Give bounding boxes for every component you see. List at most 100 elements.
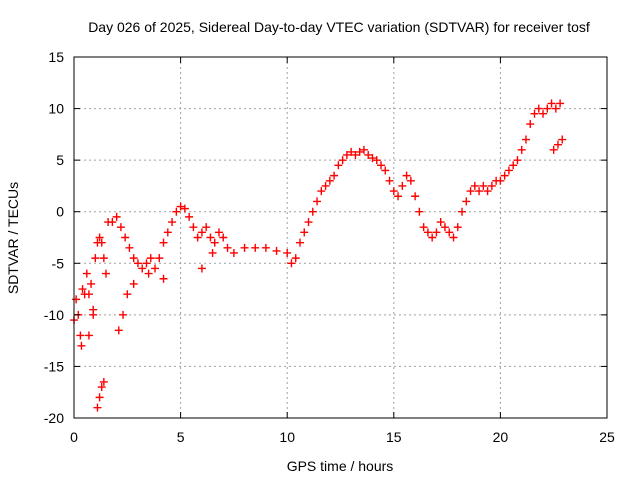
data-point <box>504 166 513 175</box>
data-point <box>449 233 458 242</box>
y-axis-ticks: -20 -15 -10 -5 0 5 10 15 <box>44 49 607 426</box>
data-point <box>229 248 238 257</box>
y-tick-label: -5 <box>52 255 65 271</box>
data-point <box>479 181 488 190</box>
data-point <box>539 109 548 118</box>
y-tick-label: 5 <box>56 152 64 168</box>
data-point <box>99 377 108 386</box>
data-point <box>521 135 530 144</box>
data-point <box>133 259 142 268</box>
data-point <box>129 254 138 263</box>
data-point <box>108 218 117 227</box>
data-point <box>359 145 368 154</box>
data-point <box>558 135 567 144</box>
data-point <box>475 187 484 196</box>
data-point <box>317 187 326 196</box>
data-point <box>364 150 373 159</box>
data-point <box>402 171 411 180</box>
data-point <box>295 238 304 247</box>
data-point <box>428 233 437 242</box>
data-point <box>272 246 281 255</box>
data-point <box>185 212 194 221</box>
data-point <box>151 264 160 273</box>
data-point <box>219 233 228 242</box>
data-point <box>432 228 441 237</box>
data-point <box>197 264 206 273</box>
data-point <box>84 290 93 299</box>
data-point <box>436 218 445 227</box>
data-point <box>458 207 467 216</box>
data-point <box>325 176 334 185</box>
x-tick-label: 10 <box>279 429 295 445</box>
data-point <box>76 331 85 340</box>
data-point <box>189 223 198 232</box>
data-point <box>95 393 104 402</box>
data-point <box>419 223 428 232</box>
data-point <box>125 243 134 252</box>
data-point <box>99 254 108 263</box>
data-point <box>283 248 292 257</box>
data-point <box>114 326 123 335</box>
chart-title: Day 026 of 2025, Sidereal Day-to-day VTE… <box>88 19 590 35</box>
data-point <box>549 145 558 154</box>
data-point <box>385 176 394 185</box>
data-point <box>138 264 147 273</box>
data-point <box>77 341 86 350</box>
data-point <box>72 295 81 304</box>
plot-frame <box>73 56 608 419</box>
x-tick-label: 20 <box>493 429 509 445</box>
data-point <box>342 150 351 159</box>
data-point <box>334 161 343 170</box>
data-point <box>330 171 339 180</box>
data-point <box>159 238 168 247</box>
y-tick-label: -15 <box>44 358 64 374</box>
data-point <box>291 254 300 263</box>
data-point <box>406 176 415 185</box>
data-point <box>304 218 313 227</box>
y-tick-label: 15 <box>48 49 64 65</box>
data-point <box>155 254 164 263</box>
data-point <box>97 238 106 247</box>
data-point <box>381 166 390 175</box>
data-point <box>214 228 223 237</box>
data-point <box>251 243 260 252</box>
data-point <box>172 207 181 216</box>
data-point <box>78 285 87 294</box>
y-tick-label: 0 <box>56 204 64 220</box>
data-point <box>462 197 471 206</box>
data-point <box>91 254 100 263</box>
data-point <box>144 269 153 278</box>
data-point <box>146 254 155 263</box>
data-point <box>487 181 496 190</box>
data-point <box>202 223 211 232</box>
x-tick-label: 5 <box>177 429 185 445</box>
data-point <box>84 331 93 340</box>
data-point <box>206 233 215 242</box>
data-point <box>308 207 317 216</box>
data-point <box>82 269 91 278</box>
data-point <box>466 187 475 196</box>
data-point <box>530 109 539 118</box>
data-point <box>351 150 360 159</box>
data-point <box>347 147 356 156</box>
data-point <box>483 187 492 196</box>
data-point <box>543 104 552 113</box>
data-point <box>93 403 102 412</box>
data-point <box>389 187 398 196</box>
data-point <box>87 279 96 288</box>
y-tick-label: -10 <box>44 307 64 323</box>
data-point <box>411 192 420 201</box>
data-point <box>208 248 217 257</box>
data-point <box>261 243 270 252</box>
x-tick-label: 0 <box>70 429 78 445</box>
data-point <box>193 233 202 242</box>
data-point <box>119 310 128 319</box>
data-point <box>142 259 151 268</box>
y-tick-label: -20 <box>44 410 64 426</box>
x-axis-label: GPS time / hours <box>287 458 394 474</box>
data-point <box>95 233 104 242</box>
data-point <box>313 197 322 206</box>
data-point <box>116 223 125 232</box>
